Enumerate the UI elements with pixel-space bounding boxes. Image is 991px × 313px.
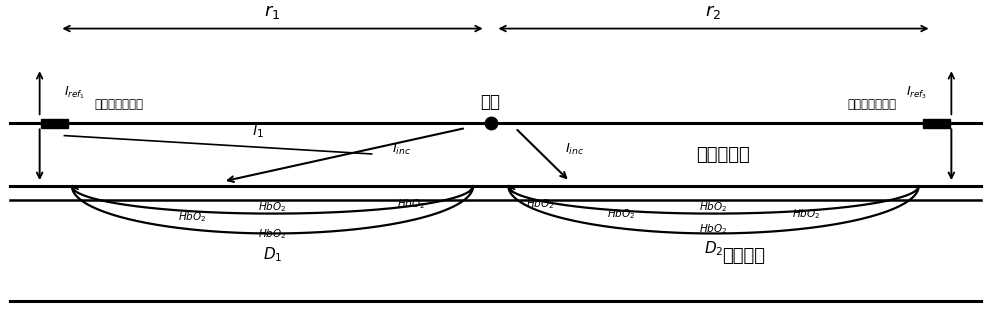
- Text: $I_{inc}$: $I_{inc}$: [565, 142, 584, 157]
- Text: $HbO_2$: $HbO_2$: [700, 222, 727, 236]
- Text: $HbO_2$: $HbO_2$: [178, 210, 206, 224]
- Text: $r_2$: $r_2$: [706, 3, 721, 21]
- Text: $I_{ref_3}$: $I_{ref_3}$: [906, 85, 927, 101]
- Text: $HbO_2$: $HbO_2$: [526, 198, 554, 211]
- Text: $HbO_2$: $HbO_2$: [792, 208, 820, 221]
- Text: 第一光电探测器: 第一光电探测器: [94, 98, 143, 111]
- Text: 光源: 光源: [481, 93, 500, 111]
- Text: 第三光电探测器: 第三光电探测器: [848, 98, 897, 111]
- Bar: [41, 119, 68, 128]
- Text: $HbO_2$: $HbO_2$: [700, 200, 727, 213]
- Text: $D_1$: $D_1$: [263, 246, 282, 264]
- Text: 其它层组织: 其它层组织: [697, 146, 750, 164]
- Text: $l_1$: $l_1$: [252, 121, 264, 140]
- Text: 深层组织: 深层组织: [721, 247, 765, 265]
- Text: $HbO_2$: $HbO_2$: [259, 200, 286, 213]
- Text: $HbO_2$: $HbO_2$: [259, 227, 286, 240]
- Text: $r_1$: $r_1$: [265, 3, 280, 21]
- Bar: [923, 119, 950, 128]
- Text: $HbO_2$: $HbO_2$: [607, 208, 635, 221]
- Text: $D_2$: $D_2$: [704, 239, 723, 258]
- Text: $I_{inc}$: $I_{inc}$: [391, 142, 411, 157]
- Text: $HbO_2$: $HbO_2$: [397, 198, 425, 211]
- Text: $I_{ref_1}$: $I_{ref_1}$: [64, 85, 85, 101]
